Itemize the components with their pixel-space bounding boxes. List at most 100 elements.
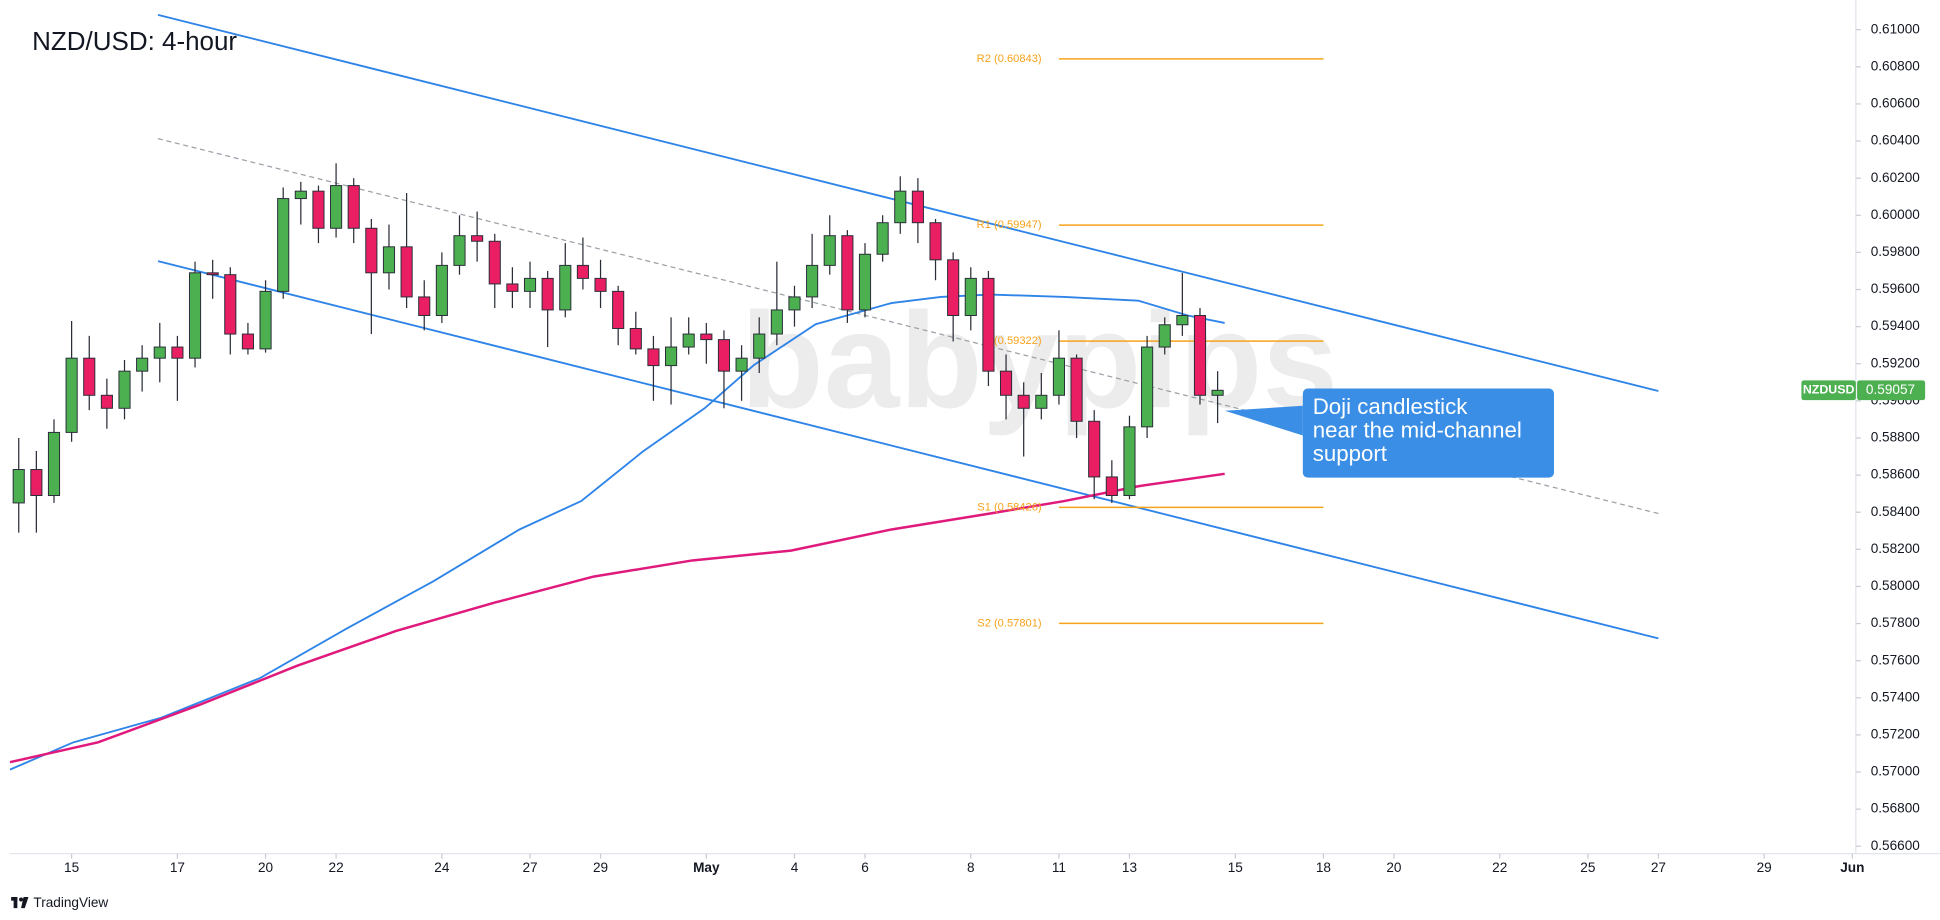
candle-body (1158, 324, 1171, 348)
candle-body (12, 469, 25, 504)
footer-logo-mark (19, 897, 24, 902)
y-tick-label: 0.60800 (1871, 58, 1921, 73)
candle-body (382, 246, 396, 274)
pivot-label: S2 (0.57801) (977, 617, 1042, 629)
candle-body (259, 290, 272, 350)
annotation-text: support (1313, 441, 1388, 466)
y-tick-label: 0.57200 (1871, 727, 1921, 742)
candle-body (788, 296, 801, 311)
candle-body (999, 370, 1013, 396)
y-tick-label: 0.59800 (1871, 244, 1921, 259)
price-tag-label: 0.59057 (1866, 382, 1915, 397)
y-tick-label: 0.58400 (1871, 504, 1921, 519)
candle-body (435, 264, 448, 316)
x-tick-label: 25 (1580, 860, 1595, 875)
candle-body (894, 190, 907, 224)
candle-body (418, 296, 431, 316)
annotation-text: near the mid-channel (1313, 418, 1522, 443)
x-tick-label: 20 (1386, 860, 1402, 875)
candle-body (1105, 476, 1118, 497)
candle-body (806, 264, 819, 298)
candle-body (153, 346, 166, 359)
candle-body (83, 357, 96, 396)
y-tick-label: 0.58600 (1871, 467, 1921, 482)
candle-body (559, 264, 572, 311)
candle-body (1123, 426, 1136, 497)
candle-body (629, 327, 642, 350)
candle-body (770, 309, 783, 335)
annotation-text: Doji candlestick (1313, 394, 1469, 419)
x-tick-label: 4 (791, 860, 799, 875)
candle-body (188, 272, 202, 359)
x-tick-label: 22 (1492, 860, 1507, 875)
candle-body (541, 277, 554, 311)
x-tick-label: 11 (1052, 860, 1066, 875)
candle-body (682, 333, 695, 348)
y-tick-label: 0.61000 (1871, 21, 1921, 36)
candle-body (612, 290, 625, 329)
y-tick-label: 0.57800 (1871, 615, 1921, 630)
x-tick-label: 8 (967, 860, 975, 875)
y-tick-label: 0.57600 (1871, 652, 1921, 667)
x-tick-label: 27 (1651, 860, 1666, 875)
y-tick-label: 0.57400 (1871, 689, 1921, 704)
candle-body (876, 222, 889, 255)
candle-body (241, 333, 254, 350)
price-tag (1857, 380, 1926, 401)
pivot-label: R1 (0.59947) (977, 219, 1042, 231)
candle-body (1052, 357, 1066, 396)
x-tick-label: 15 (1228, 860, 1243, 875)
y-tick-label: 0.56600 (1871, 838, 1921, 853)
candle-body (576, 264, 589, 279)
candle-body (65, 357, 78, 433)
moving-average (9, 293, 1225, 771)
y-tick-label: 0.60400 (1871, 133, 1921, 148)
y-tick-label: 0.60000 (1871, 207, 1921, 222)
y-tick-label: 0.57000 (1871, 764, 1921, 779)
candle-body (330, 185, 343, 229)
candle-body (947, 259, 960, 316)
candle-body (100, 394, 113, 409)
channel-lower (157, 260, 1659, 640)
candle-body (365, 227, 378, 274)
candle-body (911, 190, 924, 224)
candle-body (312, 190, 325, 229)
candle-body (1141, 346, 1154, 428)
x-tick-label: 20 (258, 860, 274, 875)
candle-body (717, 339, 731, 372)
x-tick-label: 24 (434, 860, 450, 875)
candle-body (982, 277, 995, 372)
candle-body (929, 222, 942, 261)
candle-body (735, 357, 748, 372)
candle-body (1035, 394, 1048, 409)
candle-body (1088, 420, 1101, 478)
pivot-label: S1 (0.58426) (977, 501, 1042, 513)
y-tick-label: 0.56800 (1871, 801, 1921, 816)
x-tick-label: 18 (1316, 860, 1331, 875)
candle-body (277, 198, 290, 292)
y-tick-label: 0.59400 (1871, 318, 1921, 333)
y-tick-label: 0.59600 (1871, 281, 1921, 296)
candle-body (294, 190, 307, 200)
symbol-tag-label: NZDUSD (1803, 383, 1855, 397)
candle-body (171, 346, 184, 359)
candle-body (647, 348, 660, 367)
candle-body (700, 333, 713, 341)
channel-mid (157, 138, 1659, 515)
candle-body (47, 431, 61, 497)
x-tick-label: 15 (64, 860, 79, 875)
x-tick-label: 29 (593, 860, 608, 875)
x-tick-label: 27 (522, 860, 537, 875)
candle-body (1017, 394, 1030, 409)
y-tick-label: 0.58800 (1871, 430, 1921, 445)
chart-title: NZD/USD: 4-hour (32, 26, 237, 56)
y-tick-label: 0.58000 (1871, 578, 1921, 593)
x-tick-label: 29 (1757, 860, 1772, 875)
x-tick-label: 22 (329, 860, 344, 875)
channel-upper (157, 13, 1659, 392)
candle-body (523, 277, 537, 292)
x-tick-label: May (693, 860, 720, 875)
footer: ⁠ TradingView (11, 895, 108, 910)
